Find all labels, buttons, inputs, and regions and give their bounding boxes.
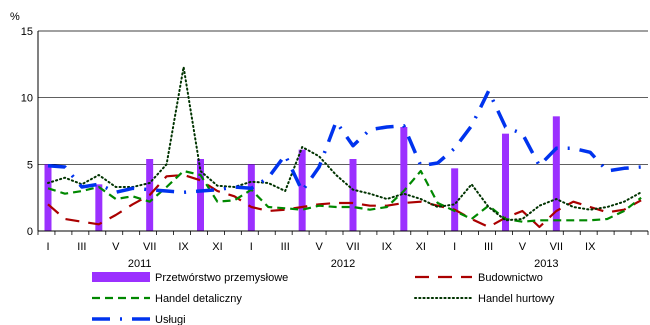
legend: Przetwórstwo przemysłowe Handel detaliczn…: [92, 272, 555, 325]
legend-label: Usługi: [155, 314, 186, 325]
x-tick-label: III: [484, 241, 493, 253]
legend-swatch: [92, 272, 150, 282]
x-tick-label: I: [453, 241, 456, 253]
x-tick-label: III: [77, 241, 86, 253]
x-tick-label: V: [112, 241, 120, 253]
legend-label: Handel detaliczny: [155, 293, 242, 305]
line-series: [47, 66, 643, 229]
x-tick-label: IX: [178, 241, 189, 253]
y-tick-label: 15: [21, 26, 33, 38]
legend-label: Przetwórstwo przemysłowe: [155, 272, 288, 284]
bar: [502, 133, 509, 231]
bar: [400, 127, 408, 231]
bar: [298, 149, 306, 231]
legend-label: Budownictwo: [478, 272, 543, 284]
bar: [349, 159, 357, 231]
bar: [95, 184, 103, 231]
x-tick-label: VII: [550, 241, 563, 253]
x-tick-label: IX: [382, 241, 393, 253]
bar: [197, 159, 204, 231]
bar-series: [44, 116, 560, 231]
series-line: [47, 169, 642, 223]
series-line: [47, 66, 643, 222]
x-tick-label: V: [315, 241, 323, 253]
x-tick-label: III: [281, 241, 290, 253]
bar: [451, 168, 459, 231]
x-tick-label: I: [250, 241, 253, 253]
y-tick-label: 10: [21, 93, 33, 105]
bar: [247, 164, 255, 231]
x-tick-label: VII: [143, 241, 156, 253]
y-unit-label: %: [10, 11, 20, 23]
x-tick-label: IX: [585, 241, 596, 253]
x-tick-label: XI: [212, 241, 222, 253]
bar: [44, 164, 52, 231]
year-label: 2013: [534, 258, 558, 270]
x-tick-label: VII: [346, 241, 359, 253]
year-label: 2012: [331, 258, 355, 270]
year-label: 2011: [128, 258, 152, 270]
series-line: [47, 89, 642, 195]
series-line: [47, 173, 642, 229]
x-tick-label: V: [519, 241, 527, 253]
legend-label: Handel hurtowy: [478, 293, 555, 305]
bar: [552, 116, 560, 231]
y-tick-label: 5: [27, 159, 33, 171]
x-tick-label: XI: [416, 241, 426, 253]
y-tick-label: 0: [27, 226, 33, 238]
x-tick-label: I: [46, 241, 49, 253]
